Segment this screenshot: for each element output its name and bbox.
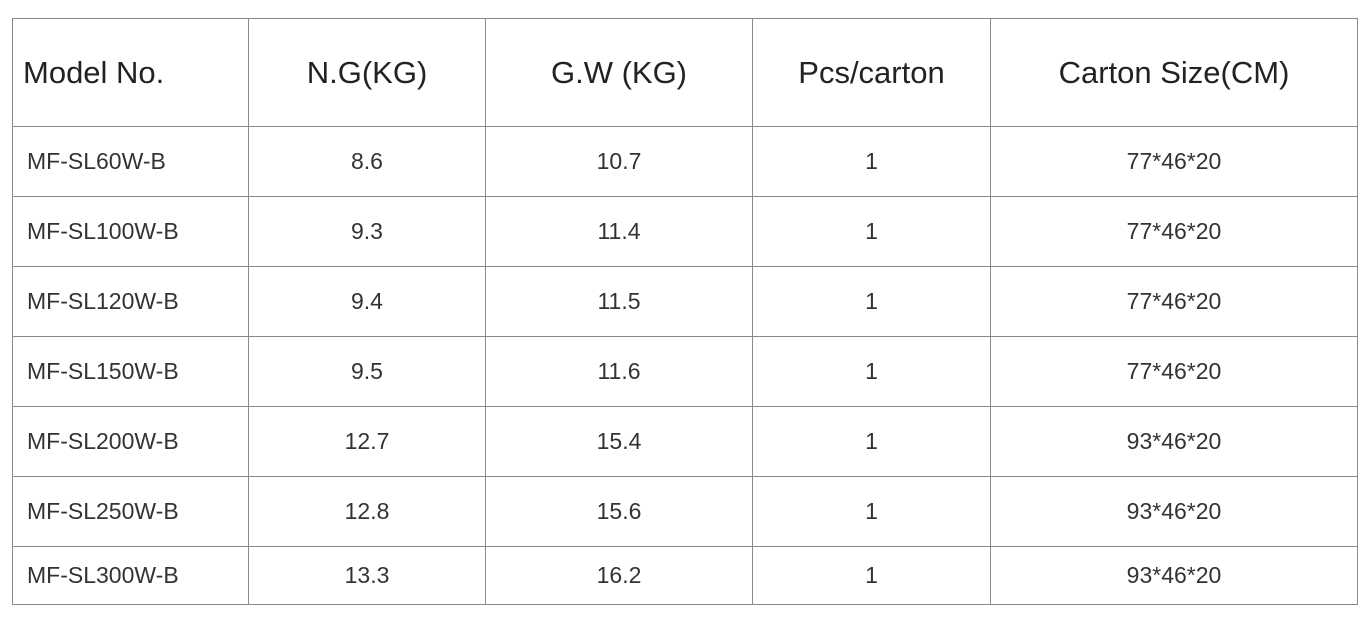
- table-cell: 93*46*20: [990, 546, 1358, 605]
- table-cell: MF-SL300W-B: [12, 546, 249, 605]
- table-cell: 10.7: [485, 126, 753, 197]
- header-cell: N.G(KG): [248, 18, 486, 127]
- table-row: MF-SL60W-B 8.6 10.7 1 77*46*20: [12, 126, 1358, 197]
- table-row: MF-SL120W-B 9.4 11.5 1 77*46*20: [12, 266, 1358, 337]
- table-row: MF-SL200W-B 12.7 15.4 1 93*46*20: [12, 406, 1358, 477]
- table-cell: MF-SL60W-B: [12, 126, 249, 197]
- table-cell: 1: [752, 126, 991, 197]
- table-cell: 12.8: [248, 476, 486, 547]
- table-cell: 77*46*20: [990, 196, 1358, 267]
- header-cell: Model No.: [12, 18, 249, 127]
- table-cell: 1: [752, 336, 991, 407]
- table-cell: 77*46*20: [990, 126, 1358, 197]
- table-cell: MF-SL150W-B: [12, 336, 249, 407]
- table-cell: 93*46*20: [990, 406, 1358, 477]
- header-cell: Pcs/carton: [752, 18, 991, 127]
- table-cell: 13.3: [248, 546, 486, 605]
- table-row: MF-SL250W-B 12.8 15.6 1 93*46*20: [12, 476, 1358, 547]
- table-cell: 1: [752, 406, 991, 477]
- table-cell: 12.7: [248, 406, 486, 477]
- table-cell: 9.3: [248, 196, 486, 267]
- table-cell: 1: [752, 546, 991, 605]
- table-row: MF-SL100W-B 9.3 11.4 1 77*46*20: [12, 196, 1358, 267]
- table-row: MF-SL150W-B 9.5 11.6 1 77*46*20: [12, 336, 1358, 407]
- header-row: Model No. N.G(KG) G.W (KG) Pcs/carton Carton…: [12, 18, 1358, 127]
- table-cell: 1: [752, 266, 991, 337]
- table-cell: 1: [752, 196, 991, 267]
- spec-table: Model No. N.G(KG) G.W (KG) Pcs/carton Carton…: [12, 18, 1358, 605]
- header-cell: G.W (KG): [485, 18, 753, 127]
- table-cell: 11.4: [485, 196, 753, 267]
- table-cell: MF-SL250W-B: [12, 476, 249, 547]
- table-cell: 15.6: [485, 476, 753, 547]
- table-cell: 9.4: [248, 266, 486, 337]
- table-cell: 8.6: [248, 126, 486, 197]
- table-cell: 9.5: [248, 336, 486, 407]
- table-cell: 11.6: [485, 336, 753, 407]
- table-cell: 93*46*20: [990, 476, 1358, 547]
- table-cell: 16.2: [485, 546, 753, 605]
- table-cell: MF-SL200W-B: [12, 406, 249, 477]
- table-cell: 11.5: [485, 266, 753, 337]
- table-row: MF-SL300W-B 13.3 16.2 1 93*46*20: [12, 546, 1358, 605]
- table-cell: MF-SL100W-B: [12, 196, 249, 267]
- table-cell: 77*46*20: [990, 266, 1358, 337]
- table-cell: 15.4: [485, 406, 753, 477]
- header-cell: Carton Size(CM): [990, 18, 1358, 127]
- table-cell: 1: [752, 476, 991, 547]
- table-cell: 77*46*20: [990, 336, 1358, 407]
- table-cell: MF-SL120W-B: [12, 266, 249, 337]
